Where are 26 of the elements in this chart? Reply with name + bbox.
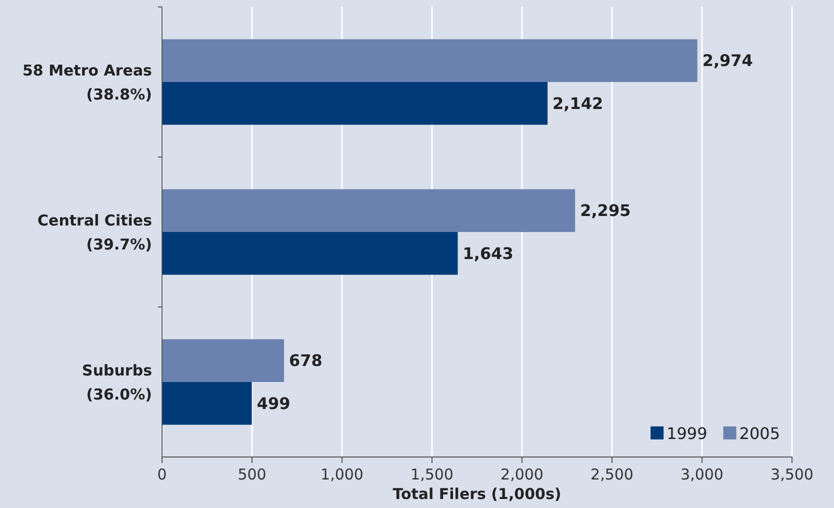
x-tick-label: 500 xyxy=(238,466,266,484)
data-label: 2,974 xyxy=(702,51,753,70)
x-tick-label: 1,000 xyxy=(320,466,364,484)
bar xyxy=(162,82,548,125)
x-tick-label: 2,500 xyxy=(590,466,634,484)
x-axis-title: Total Filers (1,000s) xyxy=(392,485,562,503)
data-label: 1,643 xyxy=(462,244,514,263)
y-tick-label: Suburbs (36.0%) xyxy=(82,361,152,404)
x-tick-label: 3,500 xyxy=(770,466,814,484)
bar xyxy=(162,382,252,425)
bar xyxy=(162,189,576,232)
legend-label: 2005 xyxy=(739,424,780,443)
y-tick-label: Central Cities (39.7%) xyxy=(38,211,152,254)
x-tick-label: 1,500 xyxy=(410,466,454,484)
data-label: 499 xyxy=(256,394,290,413)
bar xyxy=(162,39,698,82)
bar xyxy=(162,232,458,275)
legend-label: 1999 xyxy=(666,424,708,443)
x-tick-label: 2,000 xyxy=(500,466,544,484)
x-tick-label: 0 xyxy=(157,466,167,484)
x-tick-label: 3,000 xyxy=(680,466,724,484)
data-label: 2,295 xyxy=(580,201,631,220)
y-tick-label: 58 Metro Areas (38.8%) xyxy=(22,61,152,104)
data-label: 2,142 xyxy=(552,94,604,113)
bar xyxy=(162,339,284,382)
data-label: 678 xyxy=(289,351,322,370)
